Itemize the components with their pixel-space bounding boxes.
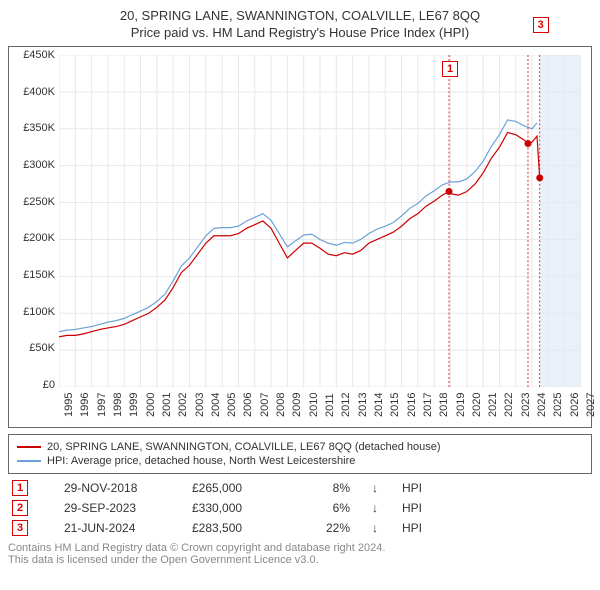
x-tick-label: 2024 (536, 393, 548, 417)
x-tick-label: 2025 (552, 393, 564, 417)
x-tick-label: 2015 (389, 393, 401, 417)
x-tick-label: 2008 (275, 393, 287, 417)
x-tick-label: 2021 (487, 393, 499, 417)
chart-subtitle: Price paid vs. HM Land Registry's House … (8, 25, 592, 40)
event-date: 21-JUN-2024 (64, 521, 174, 535)
event-row: 1 29-NOV-2018 £265,000 8% ↓ HPI (8, 480, 592, 496)
event-row: 3 21-JUN-2024 £283,500 22% ↓ HPI (8, 520, 592, 536)
plot-svg (59, 55, 581, 387)
x-tick-label: 2009 (291, 393, 303, 417)
event-row: 2 29-SEP-2023 £330,000 6% ↓ HPI (8, 500, 592, 516)
x-tick-label: 2012 (340, 393, 352, 417)
chart-frame: £0 £50K £100K £150K £200K £250K £300K £350K £400… (8, 46, 592, 428)
down-arrow-icon: ↓ (372, 481, 384, 495)
x-tick-label: 2026 (569, 393, 581, 417)
event-date: 29-SEP-2023 (64, 501, 174, 515)
legend-swatch (17, 460, 41, 462)
y-tick-label: £0 (43, 379, 55, 391)
down-arrow-icon: ↓ (372, 501, 384, 515)
x-tick-label: 1998 (112, 393, 124, 417)
x-tick-label: 2027 (585, 393, 597, 417)
y-tick-label: £450K (23, 49, 55, 61)
x-tick-label: 1996 (79, 393, 91, 417)
y-tick-label: £100K (23, 306, 55, 318)
event-vs: HPI (402, 481, 422, 495)
attribution: Contains HM Land Registry data © Crown c… (8, 542, 592, 566)
event-price: £283,500 (192, 521, 282, 535)
x-tick-label: 2014 (373, 393, 385, 417)
attribution-line2: This data is licensed under the Open Gov… (8, 554, 592, 566)
chart-title: 20, SPRING LANE, SWANNINGTON, COALVILLE,… (8, 8, 592, 23)
legend: 20, SPRING LANE, SWANNINGTON, COALVILLE,… (8, 434, 592, 474)
event-vs: HPI (402, 521, 422, 535)
x-tick-label: 2007 (259, 393, 271, 417)
legend-label: HPI: Average price, detached house, Nort… (47, 455, 355, 467)
x-tick-label: 2023 (520, 393, 532, 417)
event-pct: 6% (300, 501, 354, 515)
x-tick-label: 2022 (503, 393, 515, 417)
legend-label: 20, SPRING LANE, SWANNINGTON, COALVILLE,… (47, 441, 441, 453)
x-tick-label: 2019 (455, 393, 467, 417)
y-tick-label: £200K (23, 232, 55, 244)
x-tick-label: 2006 (242, 393, 254, 417)
attribution-line1: Contains HM Land Registry data © Crown c… (8, 542, 592, 554)
x-tick-label: 1999 (128, 393, 140, 417)
x-tick-label: 2016 (406, 393, 418, 417)
legend-item: HPI: Average price, detached house, Nort… (17, 455, 583, 467)
x-tick-label: 2013 (357, 393, 369, 417)
x-tick-label: 1997 (96, 393, 108, 417)
down-arrow-icon: ↓ (372, 521, 384, 535)
callout-marker: 3 (533, 17, 549, 33)
x-axis: 1995 1996 1997 1998 1999 2000 2001 2002 2003 2004… (59, 387, 581, 427)
event-pct: 8% (300, 481, 354, 495)
x-tick-label: 2020 (471, 393, 483, 417)
legend-item: 20, SPRING LANE, SWANNINGTON, COALVILLE,… (17, 441, 583, 453)
y-tick-label: £350K (23, 122, 55, 134)
y-tick-label: £400K (23, 86, 55, 98)
y-tick-label: £300K (23, 159, 55, 171)
legend-swatch (17, 446, 41, 448)
y-tick-label: £50K (29, 342, 55, 354)
event-number: 1 (12, 480, 28, 496)
event-price: £265,000 (192, 481, 282, 495)
events-table: 1 29-NOV-2018 £265,000 8% ↓ HPI 2 29-SEP-2023 £3… (8, 480, 592, 536)
x-tick-label: 2002 (177, 393, 189, 417)
event-number: 3 (12, 520, 28, 536)
chart-container: 20, SPRING LANE, SWANNINGTON, COALVILLE,… (0, 0, 600, 574)
x-tick-label: 1995 (63, 393, 75, 417)
event-date: 29-NOV-2018 (64, 481, 174, 495)
callout-marker: 1 (442, 61, 458, 77)
x-tick-label: 2018 (438, 393, 450, 417)
y-tick-label: £150K (23, 269, 55, 281)
x-tick-label: 2001 (161, 393, 173, 417)
x-tick-label: 2004 (210, 393, 222, 417)
y-tick-label: £250K (23, 196, 55, 208)
x-tick-label: 2011 (324, 393, 336, 417)
x-tick-label: 2010 (308, 393, 320, 417)
y-axis: £0£50K£100K£150K£200K£250K£300K£350K£400… (9, 55, 59, 387)
event-pct: 22% (300, 521, 354, 535)
x-tick-label: 2003 (194, 393, 206, 417)
event-vs: HPI (402, 501, 422, 515)
event-price: £330,000 (192, 501, 282, 515)
x-tick-label: 2000 (145, 393, 157, 417)
x-tick-label: 2005 (226, 393, 238, 417)
x-tick-label: 2017 (422, 393, 434, 417)
plot-area: 123 (59, 55, 581, 387)
event-number: 2 (12, 500, 28, 516)
